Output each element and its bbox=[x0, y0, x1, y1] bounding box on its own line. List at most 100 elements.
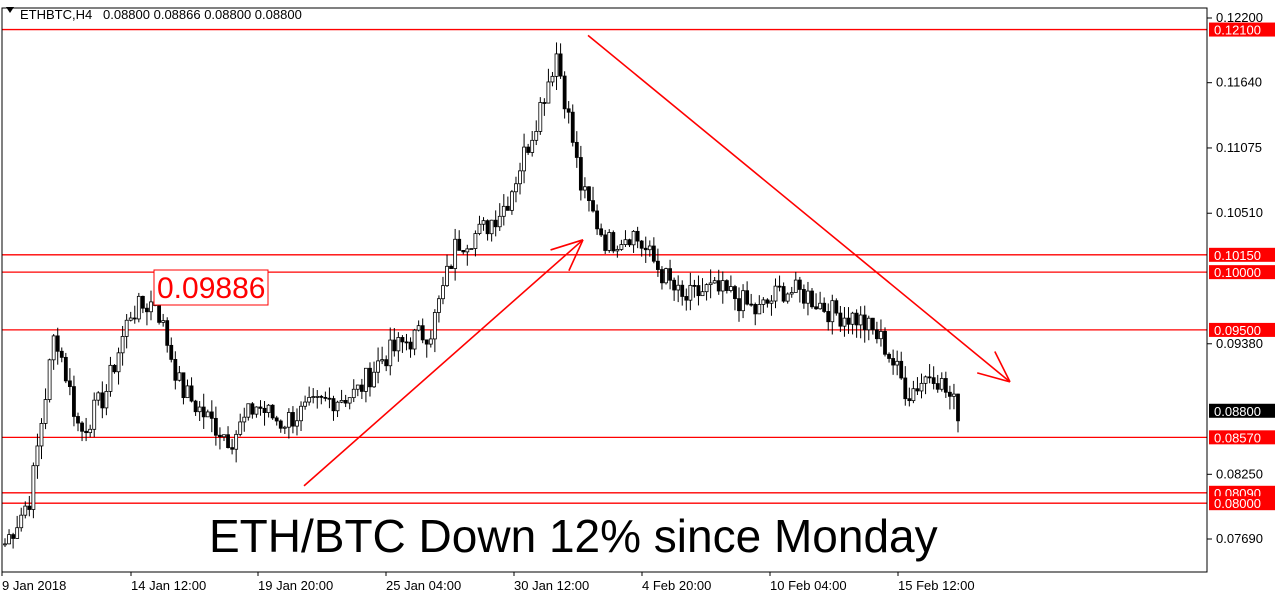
candle-body bbox=[408, 341, 413, 350]
price-tick-label: 0.07690 bbox=[1216, 531, 1263, 546]
candle-body bbox=[96, 392, 101, 401]
candle-body bbox=[777, 285, 782, 288]
price-callout-box bbox=[153, 269, 269, 306]
candle-body bbox=[461, 250, 466, 253]
candle-body bbox=[773, 285, 778, 302]
level-label-bg bbox=[1209, 22, 1275, 37]
candle-body bbox=[510, 191, 514, 211]
candle-body bbox=[258, 406, 263, 409]
ohlc-values: 0.08800 0.08866 0.08800 0.08800 bbox=[103, 7, 302, 22]
candle-body bbox=[639, 240, 644, 249]
candle-body bbox=[619, 244, 624, 250]
candle-body bbox=[874, 329, 879, 340]
candle-body bbox=[15, 527, 20, 539]
level-label-bg bbox=[1209, 247, 1275, 262]
candle-body bbox=[282, 426, 287, 429]
candle-body bbox=[84, 430, 89, 434]
candle-body bbox=[566, 108, 571, 113]
candle-body bbox=[213, 417, 218, 436]
candle-body bbox=[497, 215, 502, 228]
candle-body bbox=[558, 53, 563, 77]
candle-body bbox=[514, 183, 518, 193]
candle-body bbox=[501, 205, 506, 217]
candle-body bbox=[108, 364, 113, 392]
candle-body bbox=[453, 238, 458, 269]
headline-text: ETH/BTC Down 12% since Monday bbox=[209, 510, 938, 562]
dropdown-triangle-icon[interactable] bbox=[6, 7, 14, 13]
candle-body bbox=[785, 293, 790, 302]
price-tick-label: 0.11640 bbox=[1216, 75, 1262, 90]
candle-body bbox=[384, 359, 389, 367]
candle-body bbox=[656, 260, 660, 270]
candle-body bbox=[741, 290, 745, 312]
candle-body bbox=[124, 319, 129, 337]
price-tick-label: 0.12200 bbox=[1216, 10, 1263, 25]
time-tick-label: 19 Jan 20:00 bbox=[258, 578, 333, 593]
candle-body bbox=[242, 416, 247, 423]
candle-body bbox=[278, 420, 283, 429]
candle-body bbox=[883, 330, 887, 355]
candle-body bbox=[197, 406, 202, 413]
candle-body bbox=[720, 280, 725, 292]
candle-body bbox=[372, 371, 376, 388]
candle-body bbox=[834, 300, 839, 314]
candle-body bbox=[286, 412, 291, 428]
candle-body bbox=[870, 317, 875, 331]
price-tick-label: 0.10510 bbox=[1216, 205, 1263, 220]
candle-body bbox=[947, 391, 952, 397]
candle-body bbox=[627, 239, 632, 246]
candle-body bbox=[416, 325, 421, 331]
candle-body bbox=[538, 102, 543, 132]
candle-body bbox=[789, 292, 794, 295]
candle-body bbox=[769, 300, 774, 304]
candle-body bbox=[234, 433, 239, 450]
candle-body bbox=[145, 307, 149, 313]
candle-body bbox=[432, 312, 437, 340]
candle-body bbox=[846, 317, 851, 325]
price-tick-label: 0.09380 bbox=[1216, 336, 1263, 351]
candle-body bbox=[181, 372, 186, 399]
candle-body bbox=[209, 411, 214, 419]
candle-body bbox=[465, 248, 470, 253]
candle-body bbox=[246, 403, 251, 418]
candle-body bbox=[927, 376, 932, 379]
candle-body bbox=[420, 325, 425, 341]
candle-body bbox=[323, 397, 328, 399]
time-tick-label: 30 Jan 12:00 bbox=[514, 578, 589, 593]
candle-body bbox=[35, 445, 40, 467]
candle-body bbox=[218, 434, 222, 438]
candle-body bbox=[205, 411, 210, 418]
candle-body bbox=[793, 279, 798, 293]
candle-body bbox=[668, 268, 672, 281]
candle-body bbox=[262, 407, 267, 413]
price-callout-text: 0.09886 bbox=[157, 272, 265, 305]
candle-body bbox=[587, 186, 591, 201]
candle-body bbox=[862, 314, 867, 331]
candle-body bbox=[457, 238, 462, 251]
candle-body bbox=[437, 298, 441, 313]
price-tick-label: 0.08250 bbox=[1216, 466, 1263, 481]
candle-body bbox=[591, 200, 595, 212]
candle-body bbox=[39, 423, 44, 447]
candle-body bbox=[672, 279, 677, 291]
candle-body bbox=[11, 534, 16, 539]
arrowhead-uptrend bbox=[550, 239, 584, 251]
candle-body bbox=[696, 285, 701, 297]
arrowhead-downtrend bbox=[994, 351, 1011, 383]
candle-body bbox=[72, 386, 76, 417]
level-label-bg bbox=[1209, 265, 1275, 280]
candle-body bbox=[716, 280, 721, 292]
candle-body bbox=[842, 317, 847, 327]
candle-body bbox=[806, 290, 810, 304]
time-tick-label: 10 Feb 04:00 bbox=[770, 578, 847, 593]
candle-body bbox=[315, 396, 320, 398]
level-label-bg bbox=[1209, 496, 1275, 511]
candle-body bbox=[712, 280, 717, 284]
candle-body bbox=[574, 141, 579, 158]
candle-body bbox=[67, 380, 72, 387]
candle-body bbox=[530, 139, 535, 153]
candle-body bbox=[140, 295, 145, 309]
candle-body bbox=[157, 305, 162, 323]
